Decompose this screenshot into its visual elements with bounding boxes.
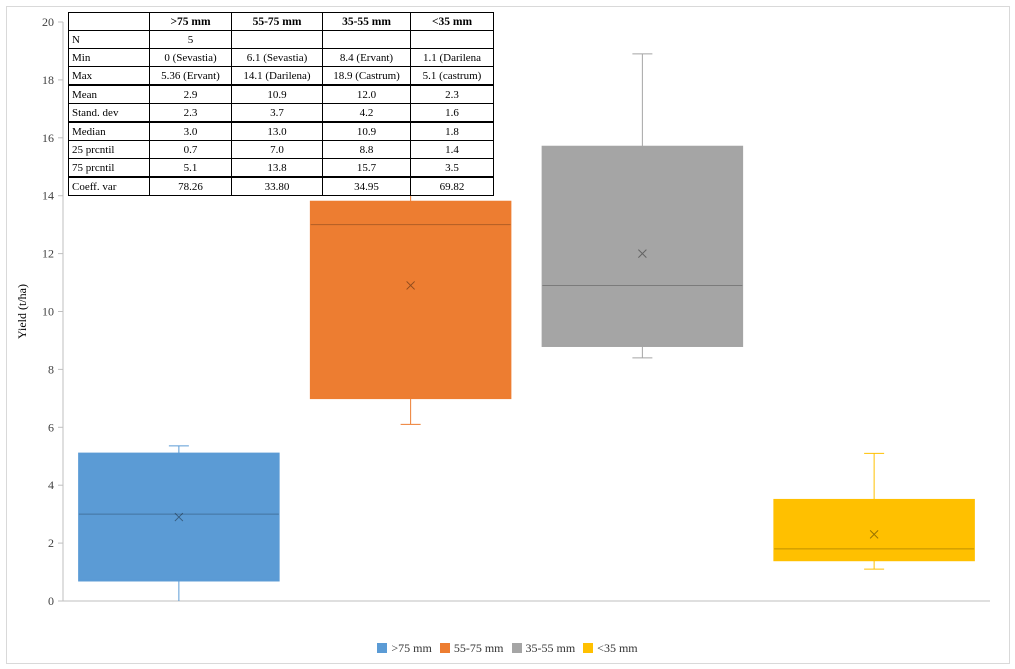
table-cell: 2.9 <box>149 84 232 104</box>
table-cell: 13.8 <box>231 158 323 178</box>
table-cell: 8.8 <box>322 140 411 159</box>
table-header-cell: <35 mm <box>410 12 494 31</box>
table-cell: 14.1 (Darilena) <box>231 66 323 86</box>
table-body: N 5 Min 0 (Sevastia) 6.1 (Sevastia) 8.4 (Erva… <box>68 30 494 196</box>
y-tick-label: 6 <box>48 420 54 434</box>
table-row: Coeff. var 78.26 33.80 34.95 69.82 <box>68 176 494 196</box>
legend-item: <35 mm <box>583 641 638 656</box>
legend-item: 55-75 mm <box>439 641 504 656</box>
table-row-label: Max <box>68 66 150 86</box>
legend-label: <35 mm <box>597 641 638 655</box>
box-mean-marker <box>174 512 184 522</box>
table-cell: 5 <box>149 30 232 49</box>
y-tick-label: 0 <box>48 594 54 608</box>
table-cell: 18.9 (Castrum) <box>322 66 411 86</box>
table-cell: 3.5 <box>410 158 494 178</box>
table-cell: 0 (Sevastia) <box>149 48 232 67</box>
y-tick-label: 16 <box>42 131 54 145</box>
table-cell: 10.9 <box>322 121 411 141</box>
table-cell: 2.3 <box>149 103 232 123</box>
table-cell: 34.95 <box>322 176 411 196</box>
table-cell: 8.4 (Ervant) <box>322 48 411 67</box>
table-row-label: N <box>68 30 150 49</box>
legend-item: >75 mm <box>377 641 432 656</box>
legend-label: >75 mm <box>391 641 432 655</box>
table-cell: 5.1 <box>149 158 232 178</box>
table-row: 25 prcntil 0.7 7.0 8.8 1.4 <box>68 140 494 159</box>
table-cell <box>231 30 323 49</box>
table-cell: 5.36 (Ervant) <box>149 66 232 86</box>
table-row: Median 3.0 13.0 10.9 1.8 <box>68 121 494 141</box>
box-mean-marker <box>638 249 647 258</box>
chart-legend: >75 mm 55-75 mm 35-55 mm <35 mm <box>0 641 1015 656</box>
table-row: 75 prcntil 5.1 13.8 15.7 3.5 <box>68 158 494 178</box>
table-header-row: >75 mm 55-75 mm 35-55 mm <35 mm <box>68 12 494 31</box>
table-cell: 0.7 <box>149 140 232 159</box>
table-cell: 4.2 <box>322 103 411 123</box>
y-tick-label: 14 <box>42 189 54 203</box>
y-tick-label: 20 <box>42 15 54 29</box>
table-row: Mean 2.9 10.9 12.0 2.3 <box>68 84 494 104</box>
table-row-label: 25 prcntil <box>68 140 150 159</box>
table-row: Max 5.36 (Ervant) 14.1 (Darilena) 18.9 (Cas… <box>68 66 494 86</box>
box-mean-marker <box>406 281 415 290</box>
table-row-label: Median <box>68 121 150 141</box>
box-body <box>773 498 975 562</box>
table-row-label: Stand. dev <box>68 103 150 123</box>
y-tick-label: 4 <box>48 478 54 492</box>
legend-label: 55-75 mm <box>453 641 504 655</box>
table-row: Min 0 (Sevastia) 6.1 (Sevastia) 8.4 (Ervant… <box>68 48 494 67</box>
table-cell: 33.80 <box>231 176 323 196</box>
table-cell <box>410 30 494 49</box>
y-axis-title: Yield (t/ha) <box>15 284 29 339</box>
table-header-cell: 55-75 mm <box>231 12 323 31</box>
legend-swatch <box>377 643 388 653</box>
legend-label: 35-55 mm <box>525 641 576 655</box>
box-mean-marker <box>869 530 879 539</box>
table-cell: 3.7 <box>231 103 323 123</box>
table-row-label: Mean <box>68 84 150 104</box>
table-cell: 3.0 <box>149 121 232 141</box>
table-cell: 7.0 <box>231 140 323 159</box>
legend-item: 35-55 mm <box>511 641 576 656</box>
table-row: Stand. dev 2.3 3.7 4.2 1.6 <box>68 103 494 123</box>
table-cell: 69.82 <box>410 176 494 196</box>
legend-swatch <box>439 643 450 653</box>
table-row-label: 75 prcntil <box>68 158 150 178</box>
table-cell: 1.6 <box>410 103 494 123</box>
table-cell: 1.1 (Darilena <box>410 48 494 67</box>
table-cell: 1.8 <box>410 121 494 141</box>
table-cell: 2.3 <box>410 84 494 104</box>
y-tick-label: 18 <box>42 73 54 87</box>
y-tick-label: 10 <box>42 305 54 319</box>
table-cell <box>322 30 411 49</box>
table-cell: 6.1 (Sevastia) <box>231 48 323 67</box>
table-header-cell <box>68 12 150 31</box>
table-header-cell: 35-55 mm <box>322 12 411 31</box>
box-body <box>541 145 744 347</box>
table-row-label: Coeff. var <box>68 176 150 196</box>
table-cell: 5.1 (castrum) <box>410 66 494 86</box>
y-tick-label: 12 <box>42 247 54 261</box>
statistics-table: >75 mm 55-75 mm 35-55 mm <35 mm N 5 Min 0 (… <box>68 12 494 196</box>
box-body <box>78 452 280 582</box>
legend-swatch <box>511 643 522 653</box>
y-tick-label: 8 <box>48 362 54 376</box>
table-cell: 1.4 <box>410 140 494 159</box>
table-cell: 78.26 <box>149 176 232 196</box>
table-cell: 10.9 <box>231 84 323 104</box>
box-body <box>309 200 512 400</box>
table-cell: 15.7 <box>322 158 411 178</box>
legend-swatch <box>583 643 594 653</box>
y-tick-label: 2 <box>48 536 54 550</box>
table-cell: 12.0 <box>322 84 411 104</box>
table-cell: 13.0 <box>231 121 323 141</box>
table-row-label: Min <box>68 48 150 67</box>
table-header-cell: >75 mm <box>149 12 232 31</box>
